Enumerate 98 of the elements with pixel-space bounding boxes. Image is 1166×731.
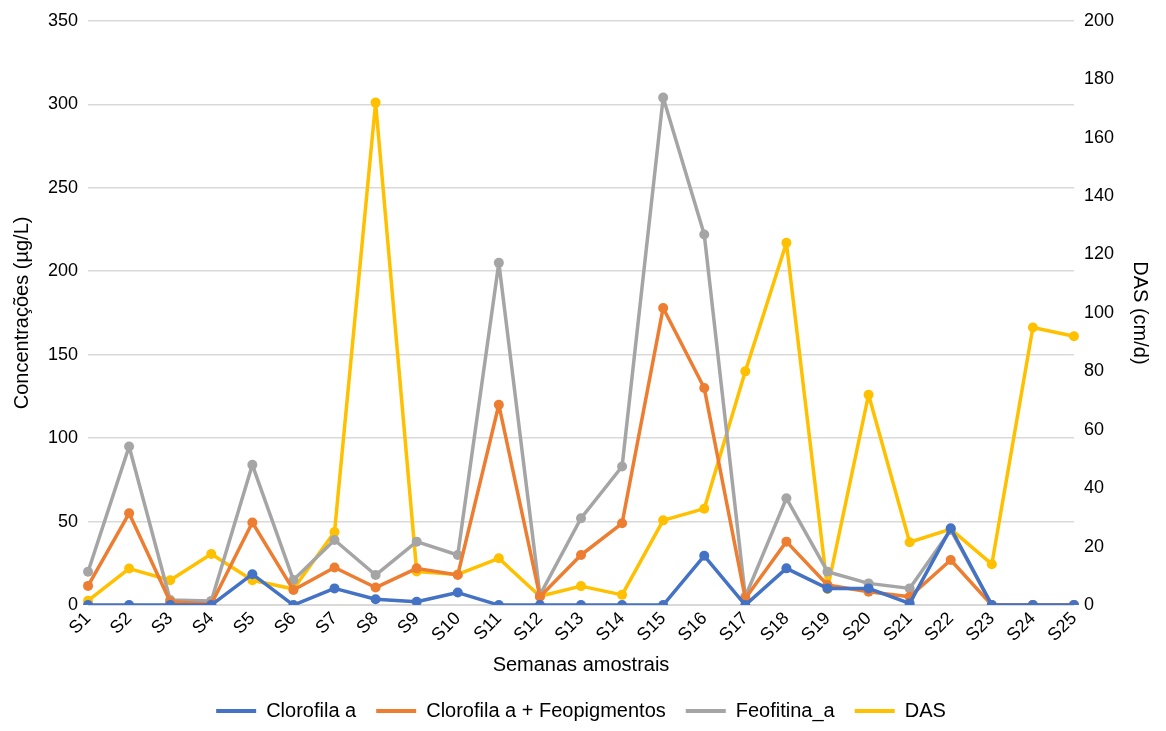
point [370,570,381,581]
y2-axis-title: DAS (cm/d) [1130,261,1153,365]
x-tick-label: S9 [393,607,424,638]
point [699,383,710,394]
point [658,515,669,526]
point [124,508,135,519]
point [370,97,381,108]
point [986,559,997,570]
point [781,237,792,248]
point [781,563,792,574]
y-tick-label: 150 [47,343,79,364]
y2-tick-label: 40 [1083,477,1104,498]
point [781,493,792,504]
point [740,366,751,377]
point [493,399,504,410]
y2-tick-label: 0 [1083,594,1094,615]
point [658,302,669,313]
point [370,594,381,605]
y2-tick-label: 180 [1083,68,1115,89]
y2-tick-label: 20 [1083,535,1104,556]
y2-tick-label: 200 [1083,9,1115,30]
point [904,537,915,548]
y-tick-label: 0 [68,594,79,615]
x-tick-label: S24 [1002,607,1040,645]
y-axis-title: Concentrações (µg/L) [9,216,32,410]
x-tick-label: S15 [632,607,670,645]
x-tick-label: S12 [509,607,547,645]
x-tick-label: S11 [469,607,506,644]
point [370,582,381,593]
point [329,583,340,594]
point [452,587,463,598]
point [1027,322,1038,333]
y-tick-label: 350 [47,9,79,30]
point [247,459,258,470]
x-tick-label: S7 [311,607,341,638]
x-tick-label: S4 [187,607,218,638]
x-tick-label: S6 [270,607,300,638]
point [699,503,710,514]
x-axis-title: Semanas amostrais [492,652,670,675]
y-tick-label: 100 [47,427,79,448]
point [247,517,258,528]
point [576,550,586,560]
point [493,553,504,564]
y2-tick-label: 140 [1083,185,1115,206]
x-tick-label: S21 [879,607,916,645]
y2-tick-label: 120 [1083,243,1115,264]
y2-tick-label: 160 [1083,126,1115,147]
y-tick-label: 250 [47,176,79,197]
point [247,569,258,580]
x-tick-label: S23 [961,607,999,645]
point [1068,331,1079,342]
point [617,589,628,600]
x-tick-label: S5 [228,607,259,638]
x-tick-label: S2 [105,607,136,638]
y-tick-label: 200 [47,260,79,281]
x-tick-label: S16 [673,607,711,645]
point [617,518,628,529]
point [124,441,135,452]
y2-tick-label: 80 [1083,360,1104,381]
y2-tick-label: 100 [1083,301,1115,322]
point [576,581,586,592]
legend-label: Clorofila a + Feopigmentos [426,698,666,721]
x-tick-label: S19 [797,607,834,645]
x-tick-label: S10 [427,607,465,645]
legend-label: Clorofila a [266,698,358,721]
y2-tick-label: 60 [1083,418,1104,439]
legend-label: DAS [904,698,946,721]
point [329,562,340,573]
point [329,534,340,545]
point [863,389,874,400]
point [658,92,669,103]
x-tick-label: S25 [1043,607,1081,645]
point [617,461,628,472]
legend-label: Feofitina_a [735,698,836,722]
point [206,548,217,559]
y-tick-label: 50 [58,510,79,531]
x-tick-label: S13 [550,607,588,645]
point [83,566,94,577]
point [781,536,792,547]
x-tick-label: S20 [838,607,875,645]
point [411,536,422,547]
point [576,513,586,524]
x-tick-label: S14 [591,607,629,645]
y-tick-label: 300 [47,93,79,114]
point [493,257,504,268]
x-tick-label: S8 [352,607,382,638]
x-tick-label: S18 [755,607,793,645]
point [822,566,833,577]
point [411,596,422,606]
point [83,580,94,591]
x-tick-label: S17 [714,607,752,645]
x-tick-label: S3 [146,607,177,638]
point [699,550,710,561]
point [124,563,135,574]
point [945,555,956,566]
point [904,598,915,606]
x-tick-label: S22 [920,607,958,645]
point [699,229,710,240]
